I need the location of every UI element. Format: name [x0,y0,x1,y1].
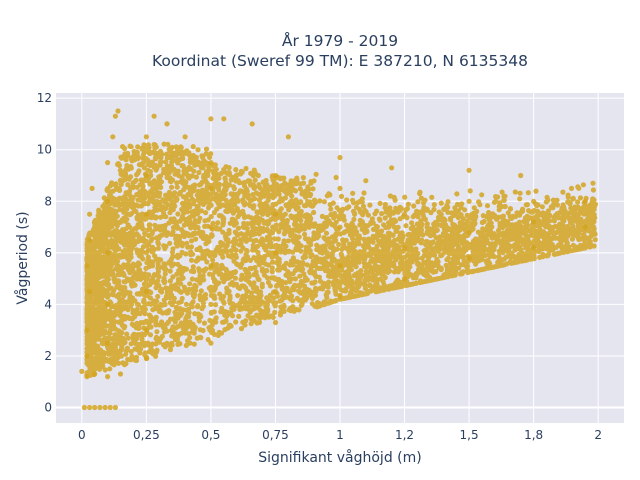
scatter-point [531,245,537,251]
x-tick-label: 1,2 [395,428,414,442]
grid [56,93,624,423]
scatter-point [105,340,111,346]
scatter-point [208,224,214,230]
scatter-point [143,288,149,295]
scatter-point [105,250,111,256]
y-tick-label: 0 [44,401,52,415]
scatter-point [107,404,113,411]
chart-title-line-2: Koordinat (Sweref 99 TM): E 387210, N 61… [152,52,528,70]
scatter-point [582,198,588,204]
scatter-point [208,340,214,346]
scatter-point [87,211,93,217]
y-tick-label: 8 [44,194,52,208]
scatter-point [84,353,90,359]
scatter-point [389,165,395,171]
scatter-point [105,374,111,380]
y-tick-label: 12 [37,91,52,105]
scatter-point [249,121,255,127]
scatter-point [105,198,111,204]
scatter-point [208,301,214,307]
y-tick-label: 4 [44,297,52,311]
scatter-point [208,263,214,269]
scatter-point [337,154,343,161]
scatter-point [151,113,157,119]
y-tick-label: 2 [44,349,52,363]
x-axis-title: Signifikant våghöjd (m) [258,449,421,466]
x-tick-label: 0,25 [133,428,160,442]
scatter-point [182,134,188,140]
scatter-point [221,116,227,122]
y-tick-labels: 0 2 4 6 8 10 12 [37,91,52,414]
scatter-point [195,147,201,153]
scatter-point [531,198,537,204]
scatter-point [272,250,279,256]
scatter-point [466,229,472,235]
scatter-point [518,172,524,179]
scatter-point [92,371,98,377]
scatter-point [337,263,343,269]
y-tick-label: 10 [37,143,52,157]
scatter-point [337,185,343,191]
scatter-point [105,160,111,166]
scatter-point [208,160,214,166]
scatter-point [92,404,98,411]
scatter-point [401,211,408,217]
scatter-point [582,224,588,230]
scatter-point [112,404,118,411]
scatter-point [79,368,85,374]
scatter-point [466,167,472,173]
scatter-point [401,245,408,251]
scatter-point [87,237,93,243]
scatter-point [466,255,472,261]
x-tick-label: 0,5 [201,428,220,442]
scatter-point [272,288,279,295]
scatter-point [81,404,87,411]
scatter-point [143,211,149,217]
scatter-point [112,113,118,119]
x-tick-label: 1,5 [460,428,479,442]
scatter-point [110,134,116,140]
scatter-point [84,374,90,380]
x-tick-label: 0,75 [262,428,289,442]
scatter-point [285,134,291,140]
scatter-point [208,185,214,191]
scatter-point [117,371,124,377]
x-tick-label: 1 [336,428,344,442]
scatter-point [531,219,537,225]
y-axis-title: Vågperiod (s) [14,211,31,304]
data-points [79,108,599,411]
scatter-point [401,276,408,282]
scatter-point [143,327,149,333]
scatter-point [164,121,170,127]
scatter-point [87,288,93,295]
scatter-point [337,294,343,300]
scatter-point [143,355,149,362]
scatter-point [272,319,279,326]
scatter-point [97,404,103,411]
chart-title-line-1: År 1979 - 2019 [282,31,398,50]
x-tick-label: 2 [594,428,602,442]
scatter-point [84,327,90,333]
x-tick-label: 1,8 [524,428,543,442]
scatter-point [89,185,95,191]
scatter-point [590,180,596,186]
y-tick-label: 6 [44,246,52,260]
scatter-point [466,198,472,204]
scatter-point [272,172,279,179]
scatter-point [102,404,108,411]
scatter-point [337,224,343,230]
scatter-point [105,301,111,307]
scatter-point [143,250,149,256]
x-tick-label: 0 [78,428,86,442]
scatter-point [143,172,149,179]
scatter-point [208,116,214,122]
scatter-point [84,263,90,269]
scatter-point [87,404,93,411]
x-tick-labels: 0 0,25 0,5 0,75 1 1,2 1,5 1,8 2 [78,428,602,442]
scatter-point [115,108,121,114]
scatter-point [272,211,279,217]
scatter-point [143,134,149,140]
scatter-cloud [84,141,599,378]
